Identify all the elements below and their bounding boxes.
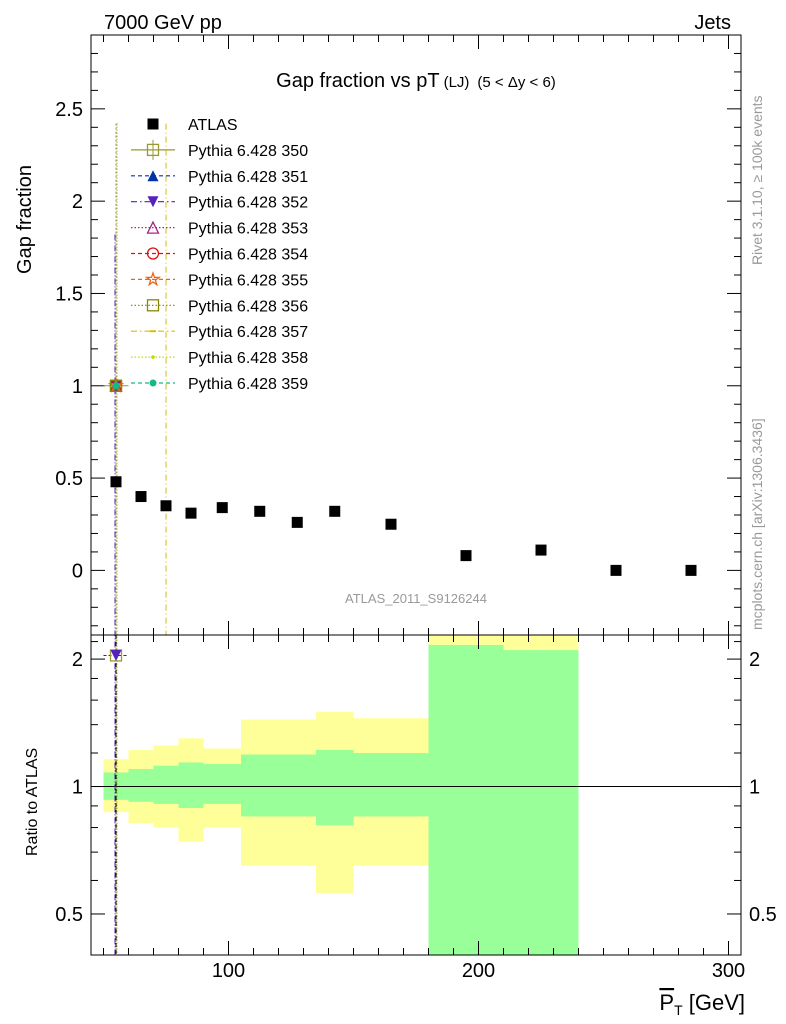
legend-label: Pythia 6.428 356 [188,298,308,315]
header-energy-label: 7000 GeV pp [104,12,222,34]
atlas-data-point [291,516,303,528]
legend-label: ATLAS [188,117,238,134]
legend: ATLAS Pythia 6.428 350 Pythia 6.428 351 Pyt… [131,117,308,393]
mc-point [109,379,123,392]
ratio-band-inner [428,644,504,955]
main-axes: 0 0.5 1 1.5 2 2.5 [55,35,741,635]
legend-marker [146,143,160,157]
ratio-mc-point [110,649,122,661]
atlas-data-point [216,502,228,514]
ratio-band-inner [178,762,204,808]
ratio-band-inner [353,753,429,817]
ratio-band-inner [153,765,179,804]
analysis-id: ATLAS_2011_S9126244 [345,591,487,606]
main-title: Gap fraction vs pT (LJ) (5 < Δy < 6) [276,70,556,92]
ratio-ytick-label: 1 [72,777,83,799]
legend-marker [146,220,160,234]
ratio-band-inner [128,769,154,802]
main-ytick-label: 1 [72,376,83,398]
legend-label: Pythia 6.428 358 [188,350,308,367]
ratio-axes: 0.5 0.5 1 1 2 2 100 200 300 [55,635,777,982]
ratio-xtick-label: 200 [462,960,495,982]
ratio-xtick-label: 100 [212,960,245,982]
legend-label: Pythia 6.428 350 [188,143,308,160]
legend-marker [147,196,159,208]
legend-marker [146,299,160,312]
main-data-points [107,377,697,576]
legend-label: Pythia 6.428 353 [188,221,308,238]
main-ylabel: Gap fraction [14,165,36,274]
atlas-data-point [460,550,472,562]
main-ytick-label: 0.5 [55,468,83,490]
atlas-data-point [254,505,266,517]
ratio-band-inner [278,754,316,817]
legend-label: Pythia 6.428 357 [188,324,308,341]
mc-point [112,382,120,390]
legend-marker [146,247,160,260]
legend-label: Pythia 6.428 354 [188,247,308,264]
mcplots-label: mcplots.cern.ch [arXiv:1306.3436] [749,418,765,630]
ratio-plot-frame [90,634,742,956]
ratio-data-points [109,649,123,662]
ratio-ytick-label-right: 1 [749,777,760,799]
legend-label: Pythia 6.428 351 [188,169,308,186]
atlas-data-point [610,564,622,576]
ratio-ytick-label-right: 2 [749,649,760,671]
ratio-band-inner [503,650,579,955]
legend-marker [151,355,155,359]
ratio-ytick-label-right: 0.5 [749,904,777,926]
main-ytick-label: 1.5 [55,283,83,305]
legend-marker [147,118,159,130]
atlas-data-point [329,505,341,517]
atlas-data-point [160,500,172,512]
atlas-data-point [110,476,122,488]
atlas-data-point [535,544,547,556]
legend-marker [149,379,157,387]
main-ytick-label: 0 [72,560,83,582]
atlas-data-point [135,491,147,503]
ratio-ylabel: Ratio to ATLAS [24,748,41,856]
ratio-ytick-label: 0.5 [55,904,83,926]
legend-marker [147,170,159,182]
header-jets-label: Jets [694,12,731,34]
ratio-xtick-label: 300 [712,960,745,982]
legend-label: Pythia 6.428 355 [188,272,308,289]
x-axis-label: PT [GeV] [659,990,745,1018]
ratio-ytick-label: 2 [72,649,83,671]
rivet-version-label: Rivet 3.1.10, ≥ 100k events [749,95,765,265]
legend-label: Pythia 6.428 359 [188,376,308,393]
atlas-data-point [185,507,197,519]
main-ytick-label: 2.5 [55,99,83,121]
main-ytick-label: 2 [72,191,83,213]
legend-marker [144,270,162,287]
ratio-band-inner [316,749,354,826]
ratio-band-inner [241,754,279,817]
atlas-data-point [685,564,697,576]
legend-label: Pythia 6.428 352 [188,195,308,212]
ratio-error-bands [103,635,579,955]
ratio-band-inner [203,764,241,804]
atlas-data-point [385,518,397,530]
mc-vertical-lines [103,123,167,955]
